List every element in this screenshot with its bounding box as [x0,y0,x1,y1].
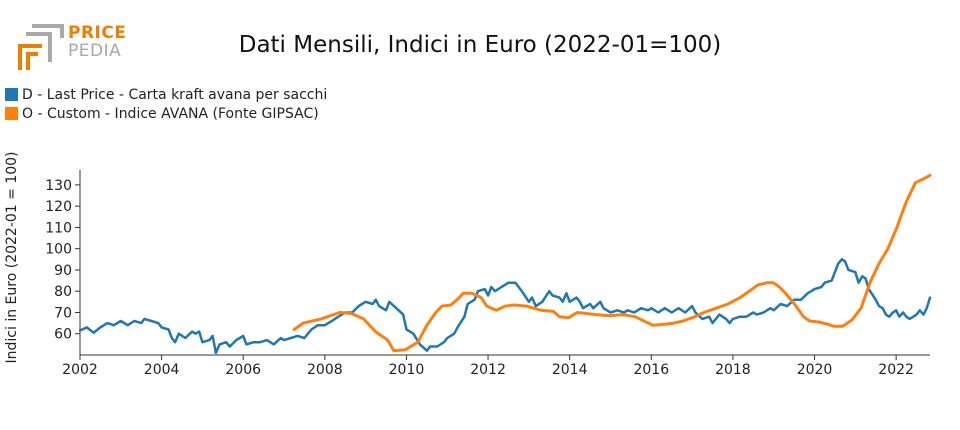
series-layer [78,173,932,355]
y-tick-label: 110 [45,220,72,236]
y-tick-label: 100 [45,242,72,258]
logo-text-pedia: PEDIA [68,41,122,61]
chart-legend: D - Last Price - Carta kraft avana per s… [5,85,327,123]
legend-label: D - Last Price - Carta kraft avana per s… [22,86,328,103]
legend-label: O - Custom - Indice AVANA (Fonte GIPSAC) [22,105,319,122]
x-tick-label: 2002 [62,362,98,378]
series-line-d-last-price [78,258,932,355]
chart-axes: 60 70 80 90 100 110 120 130 2002 2004 2006 2008 2010… [45,170,930,378]
legend-item-series-o[interactable]: O - Custom - Indice AVANA (Fonte GIPSAC) [5,104,327,123]
legend-swatch [5,107,18,120]
x-tick-label: 2016 [633,362,669,378]
x-tick-label: 2022 [878,362,914,378]
x-tick-label: 2010 [389,362,425,378]
logo-mark-icon [18,24,64,70]
y-tick-label: 90 [54,263,72,279]
x-tick-label: 2018 [715,362,751,378]
series-line-o-indice-avana [292,173,932,353]
x-tick-label: 2006 [225,362,261,378]
y-tick-label: 70 [54,305,72,321]
logo-text-price: PRICE [68,23,127,43]
y-tick-label: 120 [45,199,72,215]
x-tick-label: 2014 [552,362,588,378]
y-tick-label: 130 [45,178,72,194]
legend-swatch [5,88,18,101]
y-tick-label: 60 [54,327,72,343]
chart-title: Dati Mensili, Indici in Euro (2022-01=10… [238,32,722,58]
x-tick-label: 2004 [144,362,180,378]
x-tick-label: 2020 [797,362,833,378]
pricepedia-logo: PRICE PEDIA [18,24,128,74]
y-tick-label: 80 [54,284,72,300]
x-tick-label: 2008 [307,362,343,378]
x-tick-label: 2012 [470,362,506,378]
legend-item-series-d[interactable]: D - Last Price - Carta kraft avana per s… [5,85,327,104]
y-axis-label: Indici in Euro (2022-01 = 100) [4,152,20,364]
